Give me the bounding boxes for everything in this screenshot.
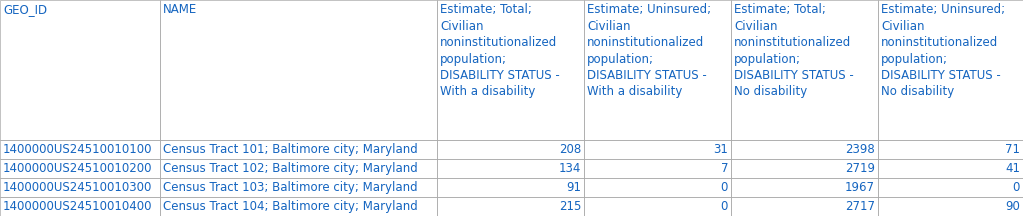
Bar	[584, 178, 731, 197]
Bar	[584, 140, 731, 159]
Text: 2717: 2717	[845, 200, 875, 213]
Text: NAME: NAME	[163, 3, 197, 16]
Text: 0: 0	[720, 200, 728, 213]
Bar	[584, 159, 731, 178]
Bar	[584, 197, 731, 216]
Text: 1400000US24510010200: 1400000US24510010200	[3, 162, 152, 175]
Text: 1400000US24510010300: 1400000US24510010300	[3, 181, 152, 194]
Bar	[731, 0, 878, 140]
Bar	[160, 140, 437, 159]
Text: 71: 71	[1005, 143, 1020, 156]
Text: 31: 31	[713, 143, 728, 156]
Bar	[160, 159, 437, 178]
Bar	[584, 0, 731, 140]
Text: 0: 0	[1013, 181, 1020, 194]
Bar	[437, 159, 584, 178]
Text: Census Tract 102; Baltimore city; Maryland: Census Tract 102; Baltimore city; Maryla…	[163, 162, 417, 175]
Bar	[437, 197, 584, 216]
Bar	[878, 159, 1023, 178]
Bar	[160, 197, 437, 216]
Bar	[0, 140, 160, 159]
Text: GEO_ID: GEO_ID	[3, 3, 47, 16]
Bar	[437, 140, 584, 159]
Bar	[0, 159, 160, 178]
Text: 2719: 2719	[845, 162, 875, 175]
Bar	[731, 159, 878, 178]
Text: 134: 134	[559, 162, 581, 175]
Bar	[437, 178, 584, 197]
Bar	[731, 140, 878, 159]
Bar	[878, 197, 1023, 216]
Text: 1400000US24510010400: 1400000US24510010400	[3, 200, 152, 213]
Text: 91: 91	[566, 181, 581, 194]
Bar	[878, 140, 1023, 159]
Text: Census Tract 101; Baltimore city; Maryland: Census Tract 101; Baltimore city; Maryla…	[163, 143, 417, 156]
Text: 90: 90	[1006, 200, 1020, 213]
Text: 7: 7	[720, 162, 728, 175]
Bar	[160, 0, 437, 140]
Bar	[0, 197, 160, 216]
Text: 0: 0	[720, 181, 728, 194]
Text: 208: 208	[559, 143, 581, 156]
Bar	[0, 0, 160, 140]
Text: 41: 41	[1005, 162, 1020, 175]
Text: 215: 215	[559, 200, 581, 213]
Text: Estimate; Uninsured;
Civilian
noninstitutionalized
population;
DISABILITY STATUS: Estimate; Uninsured; Civilian noninstitu…	[587, 3, 711, 98]
Bar	[731, 197, 878, 216]
Bar	[0, 178, 160, 197]
Text: Estimate; Uninsured;
Civilian
noninstitutionalized
population;
DISABILITY STATUS: Estimate; Uninsured; Civilian noninstitu…	[881, 3, 1006, 98]
Bar	[731, 178, 878, 197]
Bar	[878, 178, 1023, 197]
Text: 1400000US24510010100: 1400000US24510010100	[3, 143, 152, 156]
Bar	[878, 0, 1023, 140]
Text: 2398: 2398	[845, 143, 875, 156]
Bar	[160, 178, 437, 197]
Text: Census Tract 103; Baltimore city; Maryland: Census Tract 103; Baltimore city; Maryla…	[163, 181, 417, 194]
Text: Census Tract 104; Baltimore city; Maryland: Census Tract 104; Baltimore city; Maryla…	[163, 200, 417, 213]
Bar	[437, 0, 584, 140]
Text: 1967: 1967	[845, 181, 875, 194]
Text: Estimate; Total;
Civilian
noninstitutionalized
population;
DISABILITY STATUS -
W: Estimate; Total; Civilian noninstitution…	[440, 3, 560, 98]
Text: Estimate; Total;
Civilian
noninstitutionalized
population;
DISABILITY STATUS -
N: Estimate; Total; Civilian noninstitution…	[733, 3, 854, 98]
